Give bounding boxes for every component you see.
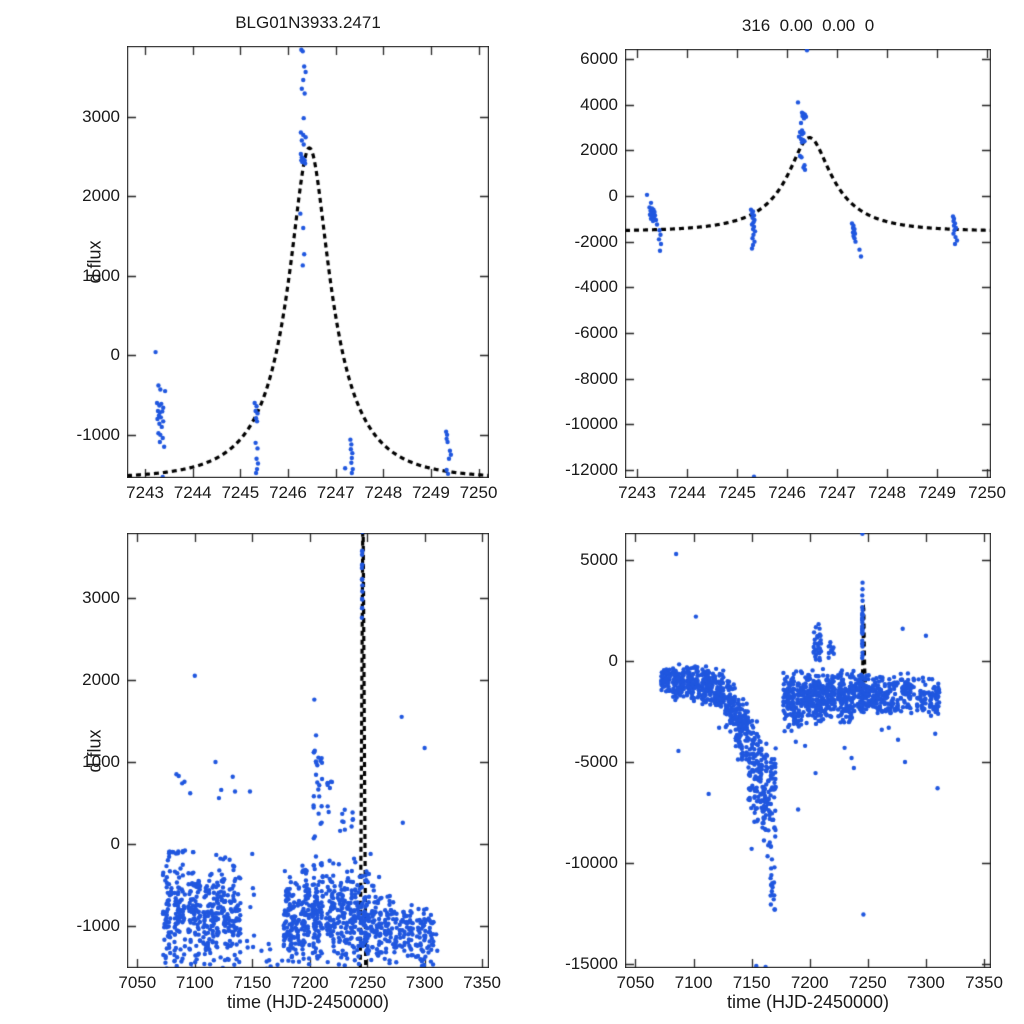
y-tick-label: -10000 [565,414,618,434]
y-tick-label: -12000 [565,459,618,479]
y-tick-label: -10000 [565,852,618,872]
x-tick-label: 7200 [290,973,329,992]
x-tick-label: 7300 [907,973,945,992]
y-tick-label: 1000 [82,265,120,285]
y-tick-label: -1000 [76,424,120,444]
y-tick-label: -2000 [574,231,618,251]
y-tick-label: 2000 [82,669,120,689]
y-tick-label: 3000 [82,587,120,607]
panel-top-right: 316 0.00 0.00 0 7243 7244 7245 7246 7247 7248… [565,16,1006,502]
x-tick-label: 7245 [718,483,756,502]
x-tick-label: 7100 [175,973,214,992]
y-tick-label: 3000 [82,106,120,126]
y-tick-label: 0 [110,345,120,365]
x-tick-label: 7244 [173,483,212,502]
x-tick-label: 7250 [848,973,887,992]
panel-top-right-title: 316 0.00 0.00 0 [741,16,875,35]
x-tick-label: 7246 [768,483,806,502]
x-tick-label: 7350 [965,973,1003,992]
x-tick-label: 7350 [463,973,502,992]
x-tick-label: 7050 [616,973,655,992]
y-tick-label: -5000 [574,752,618,771]
y-tick-label: 1000 [82,751,120,771]
x-tick-label: 7247 [316,483,355,502]
y-tick-label: 6000 [580,49,618,69]
y-tick-label: 4000 [580,94,618,114]
x-tick-label: 7244 [668,483,706,502]
y-tick-label: 0 [110,834,120,854]
x-tick-label: 7245 [221,483,260,502]
x-tick-label: 7246 [269,483,307,502]
y-tick-label: 0 [608,185,618,205]
y-tick-label: 5000 [580,550,618,570]
x-tick-label: 7250 [348,973,387,992]
plot-canvas-top-right [625,49,991,478]
plot-canvas-bottom-right [625,533,991,968]
x-tick-label: 7248 [364,483,403,502]
x-tick-label: 7300 [405,973,444,992]
plot-canvas-top-left [127,46,489,478]
y-tick-label: -1000 [76,916,120,936]
y-tick-label: 2000 [82,186,120,206]
x-tick-label: 7249 [918,483,956,502]
x-tick-label: 7248 [868,483,906,502]
x-axis-label-bottom-left: time (HJD-2450000) [226,992,390,1012]
y-tick-label: 0 [608,651,618,671]
panel-bottom-left: d flux 7050 7100 7150 7200 7250 7300 7350 -1000… [77,533,501,1012]
plot-canvas-bottom-left [127,533,489,968]
x-tick-label: 7100 [674,973,713,992]
x-tick-label: 7243 [618,483,656,502]
x-axis-label-bottom-right: time (HJD-2450000) [726,992,890,1012]
x-tick-label: 7050 [118,973,157,992]
x-tick-label: 7243 [126,483,165,502]
x-tick-label: 7200 [790,973,829,992]
panel-bottom-right: 7050 7100 7150 7200 7250 7300 7350 -15000 -10000… [565,533,1003,1012]
x-tick-label: 7150 [233,973,272,992]
x-tick-label: 7247 [818,483,856,502]
y-tick-label: -8000 [574,368,618,388]
x-tick-label: 7249 [411,483,450,502]
y-tick-label: 2000 [580,140,618,160]
panel-top-left: BLG01N3933.2471 d flux 7243 7244 7245 7246 7… [77,13,498,502]
panel-top-left-title: BLG01N3933.2471 [235,13,381,32]
x-tick-label: 7150 [732,973,771,992]
y-tick-label: -15000 [565,953,618,973]
x-tick-label: 7250 [459,483,498,502]
y-tick-label: -6000 [574,322,618,342]
x-tick-label: 7250 [968,483,1006,502]
y-tick-label: -4000 [574,277,618,297]
